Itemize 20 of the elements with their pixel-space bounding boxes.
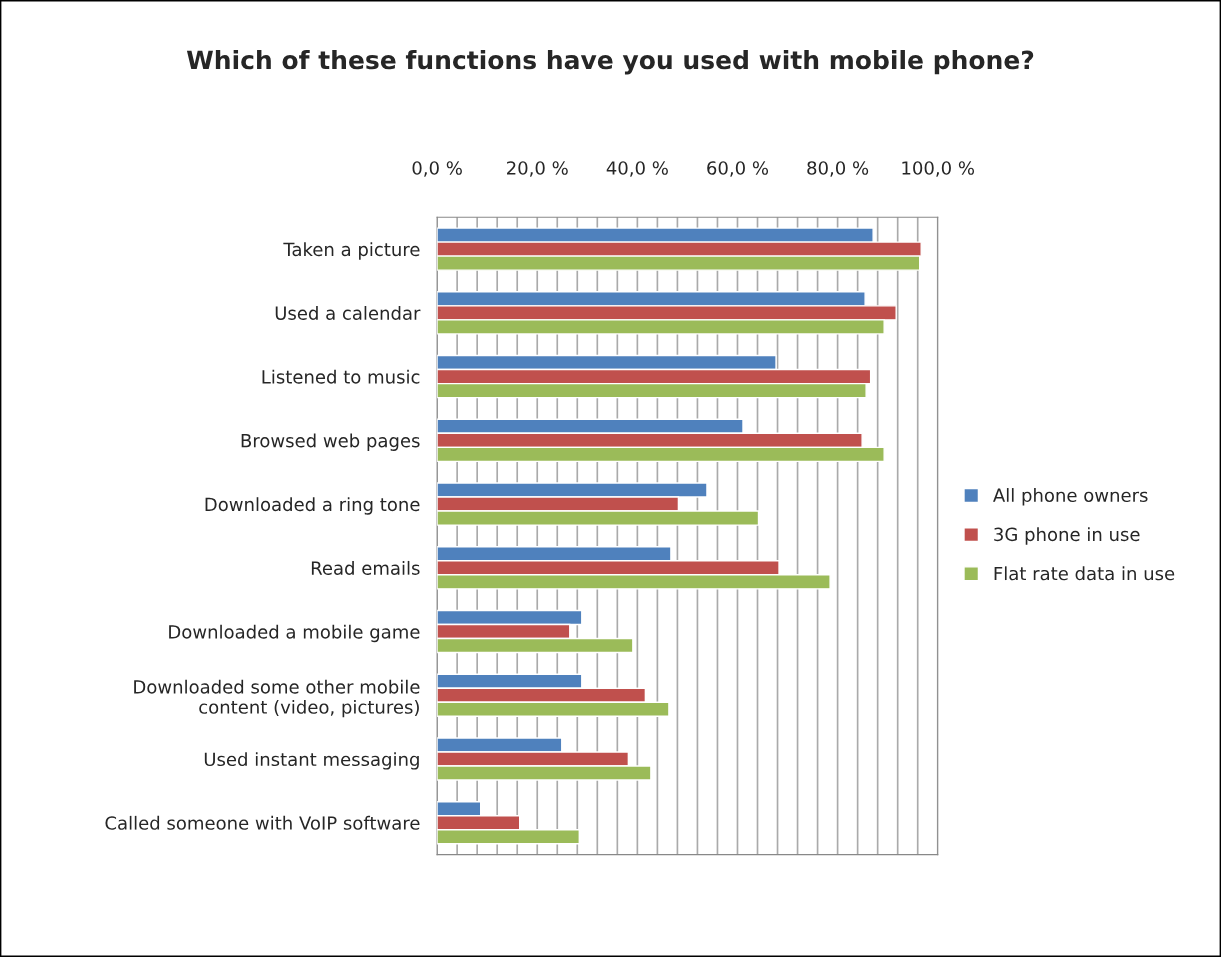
y-tick-label: Browsed web pages [241,433,420,451]
legend-label: Flat rate data in use [994,566,1175,581]
x-tick-label: 100,0 % [902,161,975,177]
x-tick-label: 20,0 % [507,161,568,177]
chart-title: Which of these functions have you used with mobile phone? [186,50,1034,75]
y-tick-label: Taken a picture [283,242,420,260]
x-tick-label: 0,0 % [412,161,462,177]
x-tick-label: 40,0 % [606,161,668,177]
y-tick-label: Read emails [311,560,420,575]
x-tick-label: 60,0 % [707,161,769,177]
y-tick-label: Downloaded some other mobile content (video, pictures) [134,679,420,718]
y-tick-label: Listened to music [262,369,420,384]
y-tick-label: Called someone with VoIP software [105,815,420,830]
y-tick-label: Downloaded a mobile game [169,624,420,643]
legend-label: All phone owners [993,488,1148,506]
y-tick-label: Used a calendar [275,305,421,320]
legend-label: 3G phone in use [994,527,1140,545]
x-tick-label: 80,0 % [807,161,869,177]
y-tick-label: Downloaded a ring tone [205,497,420,515]
y-tick-label: Used instant messaging [204,752,419,770]
